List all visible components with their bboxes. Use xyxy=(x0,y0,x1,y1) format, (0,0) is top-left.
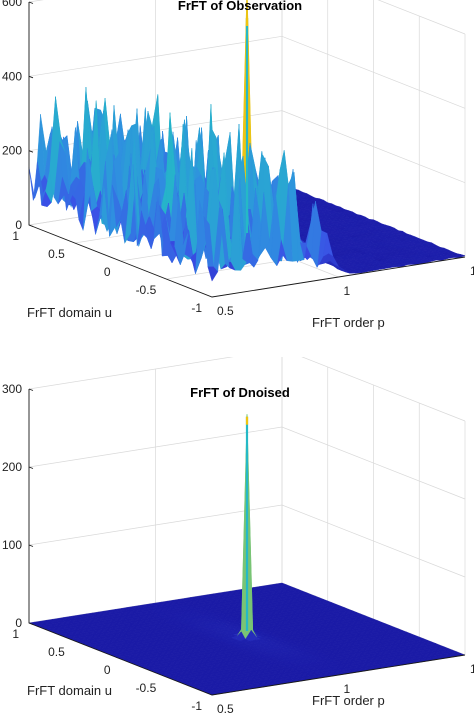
u-tick-label-1: 0.5 xyxy=(48,645,65,659)
p-tick-label-2: 1.5 xyxy=(470,662,474,676)
u-axis-label-denoised: FrFT domain u xyxy=(27,683,112,698)
u-tick-label-3: -0.5 xyxy=(136,681,157,695)
surface-plot-denoised: 010020030010.50-0.5-10.511.5FrFT domain … xyxy=(0,357,474,714)
z-tick-label-2: 400 xyxy=(2,69,22,83)
chart-title-observation: FrFT of Observation xyxy=(178,0,302,13)
chart-panel-observation: 020040060010.50-0.5-10.511.5FrFT domain … xyxy=(0,0,474,357)
p-tick-label-1: 1 xyxy=(344,284,351,298)
u-tick-label-0: 1 xyxy=(12,229,19,243)
z-tick-label-1: 100 xyxy=(2,538,22,552)
chart-title-denoised: FrFT of Dnoised xyxy=(190,385,290,400)
z-tick-label-1: 200 xyxy=(2,144,22,158)
u-tick-label-4: -1 xyxy=(191,699,202,713)
u-tick-label-2: 0 xyxy=(104,663,111,677)
p-tick-label-2: 1.5 xyxy=(470,264,474,278)
surface-plot-observation: 020040060010.50-0.5-10.511.5FrFT domain … xyxy=(0,0,474,357)
p-tick-label-0: 0.5 xyxy=(217,304,234,318)
chart-panel-denoised: 010020030010.50-0.5-10.511.5FrFT domain … xyxy=(0,357,474,714)
z-tick-label-3: 600 xyxy=(2,0,22,9)
p-axis-label-observation: FrFT order p xyxy=(312,315,385,330)
u-tick-label-1: 0.5 xyxy=(48,247,65,261)
u-tick-label-0: 1 xyxy=(12,627,19,641)
u-axis-label-observation: FrFT domain u xyxy=(27,305,112,320)
u-tick-label-4: -1 xyxy=(191,301,202,315)
z-tick-label-2: 200 xyxy=(2,460,22,474)
p-axis-label-denoised: FrFT order p xyxy=(312,693,385,708)
z-tick-label-3: 300 xyxy=(2,382,22,396)
p-tick-label-0: 0.5 xyxy=(217,702,234,714)
u-tick-label-2: 0 xyxy=(104,265,111,279)
z-tick-0 xyxy=(29,225,33,227)
u-tick-label-3: -0.5 xyxy=(136,283,157,297)
